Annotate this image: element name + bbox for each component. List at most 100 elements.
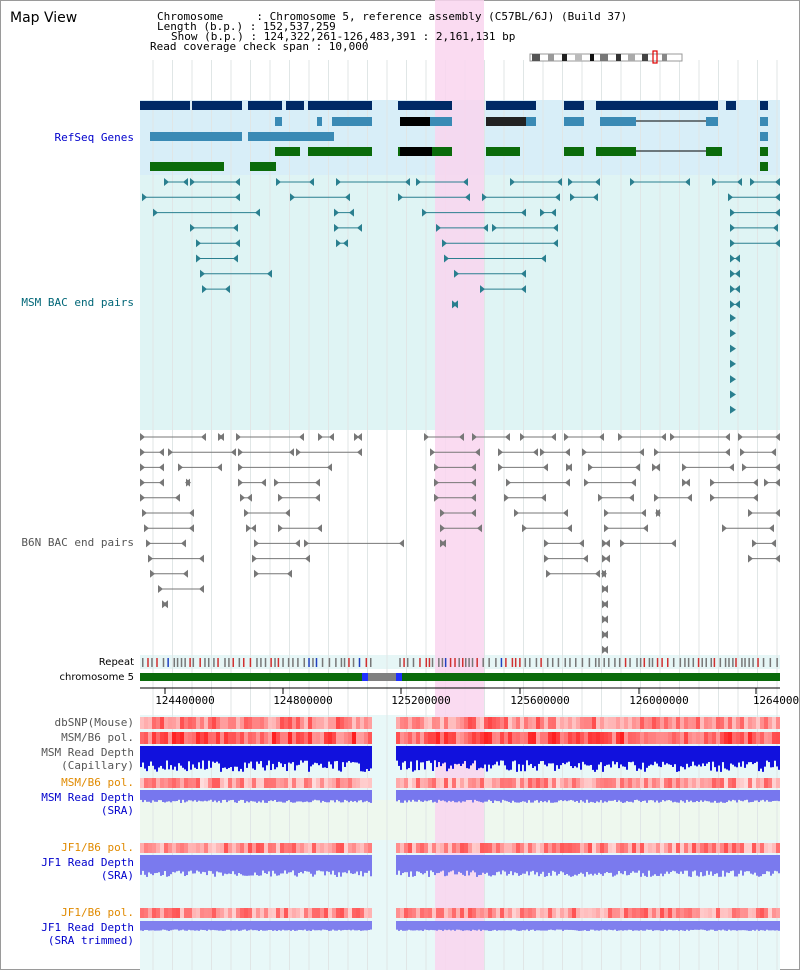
track-label-msm-bac[interactable]: MSM BAC end pairs [21, 296, 134, 309]
ideogram-band [662, 54, 667, 61]
read-depth-bar [366, 855, 368, 873]
read-depth-bar [558, 855, 560, 874]
read-depth-bar [560, 746, 562, 766]
repeat-tick [569, 658, 571, 667]
gene-block [596, 147, 636, 156]
snp-density-cell [512, 732, 516, 744]
track-label-dbsnp[interactable]: dbSNP(Mouse) [54, 716, 134, 729]
snp-density-cell [308, 732, 312, 744]
bac-end-marker [471, 493, 476, 502]
snp-density-cell [420, 732, 424, 744]
repeat-tick [228, 658, 230, 667]
read-depth-bar [160, 790, 162, 801]
bac-end-marker [463, 178, 468, 186]
bac-end-marker [604, 524, 609, 533]
read-depth-bar [498, 746, 500, 766]
read-depth-bar [322, 790, 324, 801]
read-depth-bar [360, 921, 362, 931]
read-depth-bar [716, 790, 718, 803]
read-depth-bar [438, 921, 440, 930]
snp-density-cell [768, 717, 772, 729]
read-depth-bar [482, 855, 484, 873]
read-depth-bar [756, 746, 758, 762]
read-depth-bar [654, 855, 656, 875]
bac-end-marker [274, 478, 279, 487]
read-depth-bar [308, 855, 310, 872]
read-depth-bar [698, 921, 700, 930]
snp-density-cell [704, 843, 708, 853]
track-label-msm-b6-pol-1[interactable]: MSM/B6 pol. [61, 731, 134, 744]
read-depth-bar [476, 855, 478, 877]
read-depth-bar [634, 921, 636, 931]
repeat-tick [629, 658, 631, 667]
read-depth-bar [368, 790, 370, 803]
snp-density-cell [632, 717, 636, 729]
track-label-jf1-b6-pol-2[interactable]: JF1/B6 pol. [61, 906, 134, 919]
snp-density-cell [728, 778, 732, 788]
snp-density-cell [204, 908, 208, 918]
snp-density-cell [632, 843, 636, 853]
snp-density-cell [720, 843, 724, 853]
read-depth-bar [502, 790, 504, 800]
snp-density-cell [448, 717, 452, 729]
read-depth-bar [524, 790, 526, 802]
bac-end-marker [775, 433, 780, 441]
track-label-jf1-depth-trimmed[interactable]: JF1 Read Depth (SRA trimmed) [41, 921, 134, 947]
track-label-msm-depth-capillary[interactable]: MSM Read Depth (Capillary) [41, 746, 134, 772]
snp-density-cell [640, 843, 644, 853]
bac-end-marker [605, 554, 610, 563]
read-depth-bar [772, 790, 774, 802]
bac-end-marker [299, 433, 304, 441]
bac-end-marker [329, 433, 334, 441]
track-label-msm-depth-sra[interactable]: MSM Read Depth (SRA) [41, 791, 134, 817]
read-depth-bar [274, 790, 276, 800]
snp-density-cell [460, 732, 464, 744]
repeat-tick [461, 658, 464, 667]
read-depth-bar [356, 855, 358, 872]
snp-density-cell [412, 717, 416, 729]
read-depth-bar [566, 921, 568, 930]
bac-end-marker [738, 433, 743, 441]
read-depth-bar [744, 746, 746, 768]
track-label-jf1-b6-pol-1[interactable]: JF1/B6 pol. [61, 841, 134, 854]
read-depth-bar [402, 855, 404, 874]
read-depth-bar [576, 746, 578, 768]
track-label-refseq[interactable]: RefSeq Genes [54, 131, 134, 144]
read-depth-bar [602, 746, 604, 772]
read-depth-bar [688, 855, 690, 877]
read-depth-bar [188, 921, 190, 930]
read-depth-bar [572, 855, 574, 877]
track-label-repeat[interactable]: Repeat [98, 657, 134, 668]
read-depth-bar [204, 746, 206, 770]
snp-density-cell [440, 843, 444, 853]
repeat-tick [618, 658, 621, 667]
read-depth-bar [724, 855, 726, 877]
read-depth-bar [268, 855, 270, 872]
read-depth-bar [298, 855, 300, 874]
track-label-b6n-bac[interactable]: B6N BAC end pairs [21, 536, 134, 549]
read-depth-bar [206, 855, 208, 876]
track-label-msm-b6-pol-2[interactable]: MSM/B6 pol. [61, 776, 134, 789]
snp-density-cell [292, 732, 296, 744]
read-depth-bar [420, 746, 422, 763]
snp-density-cell [648, 717, 652, 729]
snp-density-cell [512, 778, 516, 788]
bac-end-marker [641, 509, 646, 517]
read-depth-bar [496, 855, 498, 873]
snp-density-cell [280, 717, 284, 729]
read-depth-bar [146, 921, 148, 931]
read-depth-bar [156, 746, 158, 772]
read-depth-bar [740, 746, 742, 767]
snp-density-cell [180, 778, 184, 788]
read-depth-bar [354, 921, 356, 931]
read-depth-bar [230, 921, 232, 931]
snp-density-cell [496, 843, 500, 853]
repeat-tick [603, 658, 605, 667]
bac-end-marker [200, 269, 205, 278]
axis-tick-label: 125200000 [391, 694, 451, 707]
read-depth-bar [574, 855, 576, 875]
track-label-jf1-depth-sra[interactable]: JF1 Read Depth (SRA) [41, 856, 134, 882]
bac-end-marker [255, 208, 260, 217]
read-depth-bar [254, 746, 256, 770]
